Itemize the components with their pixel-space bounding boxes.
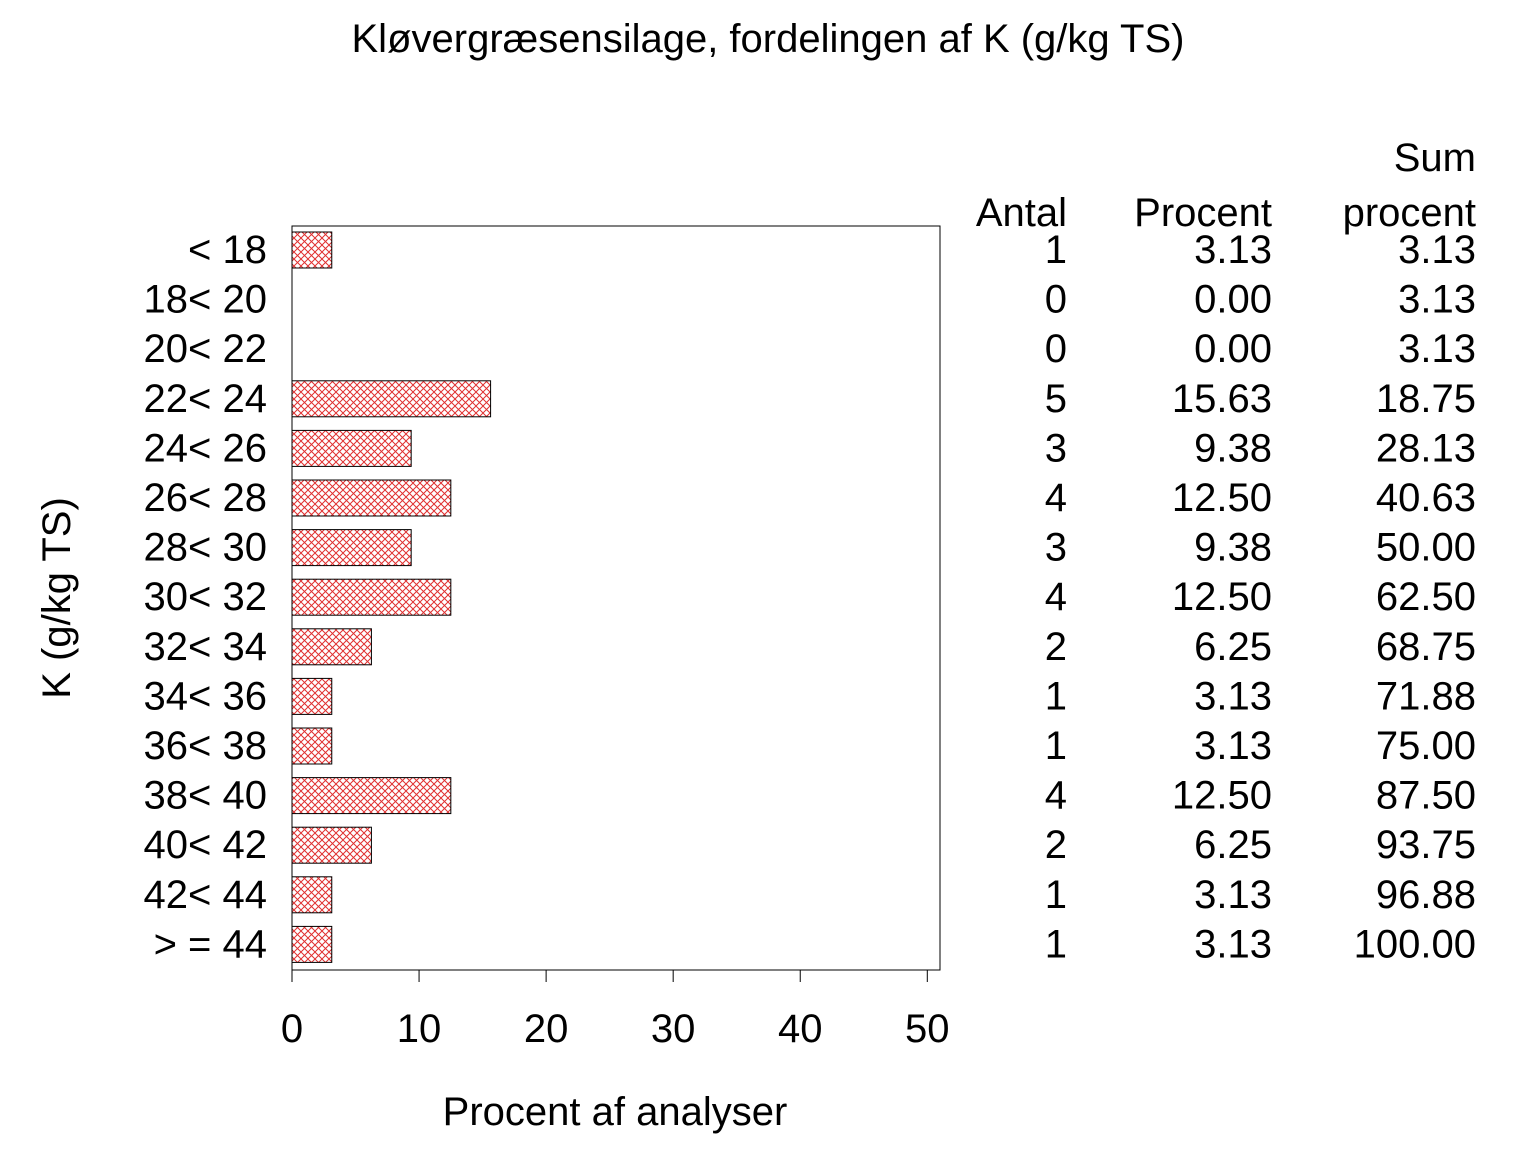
- bar: [291, 777, 452, 815]
- table-cell-antal: 1: [1045, 228, 1067, 272]
- table-header-antal: Antal: [976, 191, 1067, 235]
- table-cell-procent: 12.50: [1172, 575, 1272, 619]
- table-cell-antal: 3: [1045, 426, 1067, 470]
- table-cell-procent: 6.25: [1194, 823, 1272, 867]
- table-cell-procent: 6.25: [1194, 625, 1272, 669]
- table-cell-procent: 3.13: [1194, 724, 1272, 768]
- bar: [291, 727, 333, 765]
- table-cell-antal: 0: [1045, 327, 1067, 371]
- x-tick-label: 30: [651, 1007, 696, 1051]
- y-category-label: 28< 30: [144, 526, 267, 570]
- table-cell-antal: 2: [1045, 625, 1067, 669]
- table-cell-sum-procent: 28.13: [1376, 426, 1476, 470]
- y-category-label: 36< 38: [144, 724, 267, 768]
- y-category-label: 42< 44: [144, 873, 267, 917]
- table-cell-sum-procent: 18.75: [1376, 377, 1476, 421]
- bar: [291, 628, 372, 666]
- bar: [291, 578, 452, 616]
- table-cell-antal: 3: [1045, 526, 1067, 570]
- table-cell-procent: 9.38: [1194, 426, 1272, 470]
- bar: [291, 231, 333, 269]
- table-cell-procent: 12.50: [1172, 774, 1272, 818]
- bar: [291, 529, 412, 567]
- table-cell-sum-procent: 62.50: [1376, 575, 1476, 619]
- bar: [291, 876, 333, 914]
- y-category-label: 30< 32: [144, 575, 267, 619]
- table-cell-sum-procent: 96.88: [1376, 873, 1476, 917]
- table-cell-procent: 3.13: [1194, 674, 1272, 718]
- x-tick-label: 10: [397, 1007, 442, 1051]
- table-cell-sum-procent: 50.00: [1376, 526, 1476, 570]
- table-cell-procent: 12.50: [1172, 476, 1272, 520]
- bar: [291, 380, 492, 418]
- table-cell-sum-procent: 3.13: [1398, 228, 1476, 272]
- table-cell-sum-procent: 100.00: [1354, 922, 1476, 966]
- chart-title: Kløvergræsensilage, fordelingen af K (g/…: [352, 17, 1185, 61]
- table-cell-antal: 0: [1045, 278, 1067, 322]
- bar: [291, 479, 452, 517]
- y-category-label: < 18: [188, 228, 267, 272]
- y-category-label: > = 44: [154, 922, 267, 966]
- table-cell-procent: 0.00: [1194, 327, 1272, 371]
- x-tick-label: 0: [281, 1007, 303, 1051]
- y-category-label: 20< 22: [144, 327, 267, 371]
- table-cell-sum-procent: 40.63: [1376, 476, 1476, 520]
- table-cell-antal: 1: [1045, 674, 1067, 718]
- x-tick-label: 50: [905, 1007, 950, 1051]
- y-category-label: 24< 26: [144, 426, 267, 470]
- bar: [291, 826, 372, 864]
- x-axis-label: Procent af analyser: [443, 1090, 788, 1134]
- y-category-label: 34< 36: [144, 674, 267, 718]
- table-cell-procent: 9.38: [1194, 526, 1272, 570]
- table-cell-procent: 3.13: [1194, 922, 1272, 966]
- table-cell-antal: 4: [1045, 774, 1067, 818]
- table-cell-antal: 4: [1045, 476, 1067, 520]
- table-cell-antal: 5: [1045, 377, 1067, 421]
- y-category-label: 38< 40: [144, 774, 267, 818]
- table-cell-sum-procent: 93.75: [1376, 823, 1476, 867]
- table-cell-antal: 4: [1045, 575, 1067, 619]
- table-cell-procent: 0.00: [1194, 278, 1272, 322]
- x-tick-label: 20: [524, 1007, 569, 1051]
- table-header-procent: Procent: [1134, 191, 1272, 235]
- table-cell-sum-procent: 87.50: [1376, 774, 1476, 818]
- table-header-sum-line2: procent: [1343, 191, 1476, 235]
- y-category-label: 18< 20: [144, 278, 267, 322]
- table-cell-sum-procent: 3.13: [1398, 327, 1476, 371]
- table-cell-procent: 3.13: [1194, 228, 1272, 272]
- y-category-label: 32< 34: [144, 625, 267, 669]
- table-cell-sum-procent: 75.00: [1376, 724, 1476, 768]
- table-cell-sum-procent: 71.88: [1376, 674, 1476, 718]
- table-cell-sum-procent: 3.13: [1398, 278, 1476, 322]
- table-header-sum-line1: Sum: [1394, 136, 1476, 180]
- bar: [291, 925, 333, 963]
- y-category-label: 22< 24: [144, 377, 267, 421]
- bar: [291, 429, 412, 467]
- x-tick-label: 40: [778, 1007, 823, 1051]
- bar: [291, 677, 333, 715]
- table-cell-antal: 2: [1045, 823, 1067, 867]
- table-cell-procent: 3.13: [1194, 873, 1272, 917]
- y-category-label: 26< 28: [144, 476, 267, 520]
- table-cell-antal: 1: [1045, 922, 1067, 966]
- table-cell-antal: 1: [1045, 873, 1067, 917]
- table-cell-procent: 15.63: [1172, 377, 1272, 421]
- table-cell-sum-procent: 68.75: [1376, 625, 1476, 669]
- y-axis-label: K (g/kg TS): [35, 497, 79, 699]
- table-cell-antal: 1: [1045, 724, 1067, 768]
- y-category-label: 40< 42: [144, 823, 267, 867]
